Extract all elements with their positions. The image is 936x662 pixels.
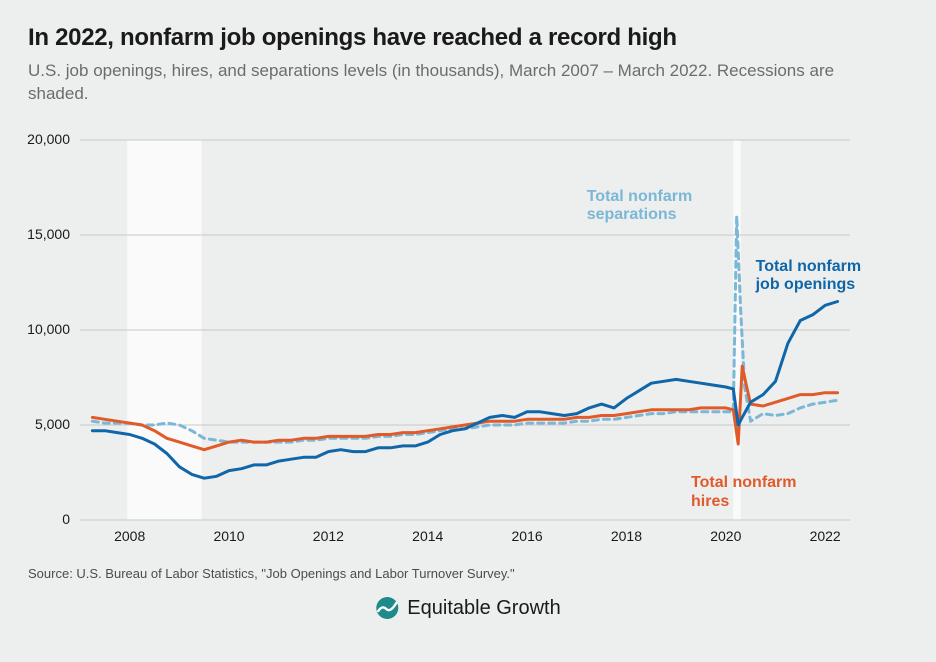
xtick: 2010	[213, 528, 244, 544]
brand-icon	[375, 596, 399, 620]
xtick: 2012	[313, 528, 344, 544]
brand-label: Equitable Growth	[375, 596, 560, 620]
ytick: 5,000	[8, 416, 70, 432]
xtick: 2020	[710, 528, 741, 544]
chart-card: In 2022, nonfarm job openings have reach…	[0, 0, 936, 662]
ytick: 10,000	[8, 321, 70, 337]
annotation-hires: Total nonfarmhires	[691, 474, 796, 511]
brand-text: Equitable Growth	[407, 597, 560, 620]
xtick: 2008	[114, 528, 145, 544]
annotation-separations: Total nonfarmseparations	[587, 188, 692, 225]
series-openings	[92, 302, 837, 479]
xtick: 2016	[512, 528, 543, 544]
xtick: 2022	[810, 528, 841, 544]
annotation-openings: Total nonfarmjob openings	[756, 258, 861, 295]
xtick: 2018	[611, 528, 642, 544]
source-text: Source: U.S. Bureau of Labor Statistics,…	[28, 566, 515, 581]
ytick: 0	[8, 511, 70, 527]
xtick: 2014	[412, 528, 443, 544]
ytick: 15,000	[8, 226, 70, 242]
ytick: 20,000	[8, 131, 70, 147]
